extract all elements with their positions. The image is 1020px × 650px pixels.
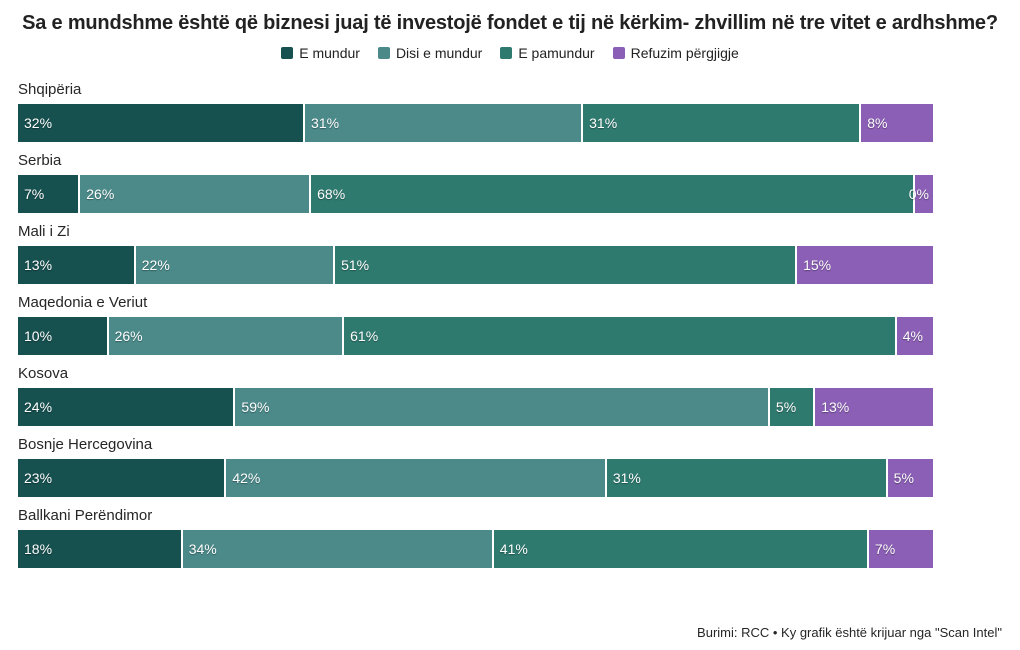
legend-item: E pamundur	[500, 45, 594, 61]
bar-segment: 4%	[897, 317, 933, 355]
bar-segment: 0%	[915, 175, 933, 213]
stacked-bar: 18%34%41%7%	[18, 530, 933, 568]
bar-segment: 23%	[18, 459, 226, 497]
bar-segment: 61%	[344, 317, 897, 355]
legend-label: E pamundur	[518, 45, 594, 61]
stacked-bar: 23%42%31%5%	[18, 459, 933, 497]
bar-segment: 8%	[861, 104, 933, 142]
source-text: Burimi: RCC • Ky grafik është krijuar ng…	[697, 625, 1002, 640]
row-label: Serbia	[18, 152, 1002, 169]
stacked-bar: 10%26%61%4%	[18, 317, 933, 355]
chart-rows: Shqipëria32%31%31%8%Serbia7%26%68%0%Mali…	[18, 75, 1002, 568]
legend: E mundur Disi e mundur E pamundur Refuzim p…	[18, 45, 1002, 61]
stacked-bar: 24%59%5%13%	[18, 388, 933, 426]
bar-segment: 31%	[607, 459, 888, 497]
legend-label: Disi e mundur	[396, 45, 482, 61]
bar-segment: 10%	[18, 317, 109, 355]
bar-segment: 5%	[770, 388, 815, 426]
bar-segment: 7%	[18, 175, 80, 213]
bar-segment: 31%	[583, 104, 861, 142]
legend-swatch	[500, 47, 512, 59]
bar-segment: 32%	[18, 104, 305, 142]
bar-segment: 42%	[226, 459, 606, 497]
bar-segment: 26%	[80, 175, 311, 213]
legend-item: E mundur	[281, 45, 360, 61]
legend-item: Refuzim përgjigje	[613, 45, 739, 61]
bar-segment: 18%	[18, 530, 183, 568]
bar-segment: 31%	[305, 104, 583, 142]
row-label: Bosnje Hercegovina	[18, 436, 1002, 453]
row-label: Ballkani Perëndimor	[18, 507, 1002, 524]
legend-swatch	[613, 47, 625, 59]
bar-segment: 13%	[815, 388, 933, 426]
bar-segment: 68%	[311, 175, 915, 213]
row-label: Shqipëria	[18, 81, 1002, 98]
row-label: Maqedonia e Veriut	[18, 294, 1002, 311]
bar-segment: 5%	[888, 459, 933, 497]
bar-segment: 15%	[797, 246, 933, 284]
bar-segment: 34%	[183, 530, 494, 568]
legend-swatch	[378, 47, 390, 59]
legend-swatch	[281, 47, 293, 59]
stacked-bar: 32%31%31%8%	[18, 104, 933, 142]
chart-title: Sa e mundshme është që biznesi juaj të i…	[18, 12, 1002, 35]
legend-item: Disi e mundur	[378, 45, 482, 61]
legend-label: Refuzim përgjigje	[631, 45, 739, 61]
bar-segment: 7%	[869, 530, 933, 568]
row-label: Mali i Zi	[18, 223, 1002, 240]
bar-segment: 51%	[335, 246, 797, 284]
bar-segment: 24%	[18, 388, 235, 426]
bar-segment: 22%	[136, 246, 335, 284]
bar-segment: 59%	[235, 388, 770, 426]
stacked-bar: 7%26%68%0%	[18, 175, 933, 213]
bar-segment: 41%	[494, 530, 869, 568]
row-label: Kosova	[18, 365, 1002, 382]
stacked-bar: 13%22%51%15%	[18, 246, 933, 284]
legend-label: E mundur	[299, 45, 360, 61]
bar-segment: 13%	[18, 246, 136, 284]
bar-segment: 26%	[109, 317, 345, 355]
